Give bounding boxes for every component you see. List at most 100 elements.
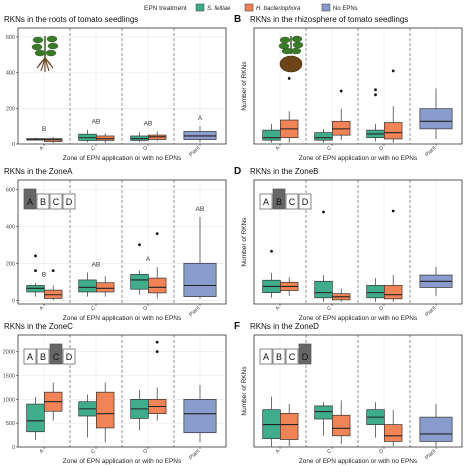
- significance-label: B: [42, 272, 46, 279]
- y-tick-label: 0: [12, 298, 15, 304]
- significance-label: AB: [92, 119, 101, 126]
- box-iqr: [332, 120, 351, 136]
- plot-border: [17, 179, 227, 305]
- outlier-point: [270, 249, 273, 253]
- x-tick-label: C: [326, 145, 333, 152]
- significance-label: AB: [196, 206, 205, 213]
- box-iqr: [78, 279, 97, 293]
- plot-border: [17, 27, 227, 145]
- panel-title: RKNs in the ZoneA: [4, 167, 73, 176]
- zone-box: [23, 348, 37, 365]
- x-tick-label: D: [142, 448, 149, 455]
- plot-border: [253, 27, 463, 145]
- legend-swatch: [321, 3, 331, 12]
- x-tick-label: Plant: [424, 145, 437, 158]
- y-tick-label: 200: [6, 261, 15, 267]
- seedling-soil-icon: [278, 35, 304, 73]
- x-axis-title: Zone of EPN application or with no EPNs: [63, 155, 182, 162]
- seedling-root: [38, 57, 46, 66]
- zone-box: [36, 193, 50, 210]
- box-iqr: [314, 405, 333, 420]
- legend-swatch: [244, 3, 254, 12]
- panel-title: RKNs in the roots of tomato seedlings: [4, 15, 138, 24]
- zone-box-label: C: [53, 352, 60, 362]
- outlier-point: [287, 77, 291, 80]
- y-tick-label: 1500: [3, 374, 15, 380]
- box-iqr: [314, 280, 333, 299]
- y-tick-label: 600: [6, 187, 15, 193]
- panel-title: RKNs in the ZoneD: [250, 322, 319, 331]
- x-tick-label: D: [378, 145, 385, 152]
- zone-box: [259, 193, 273, 210]
- box-iqr: [130, 274, 149, 290]
- x-tick-label: A: [39, 145, 46, 152]
- outlier-point: [34, 254, 37, 258]
- plot-border: [17, 334, 227, 448]
- zone-box: [259, 348, 273, 365]
- seedling-root: [40, 57, 46, 72]
- y-axis-title: Number of RKNs: [241, 217, 248, 267]
- box-iqr: [384, 122, 403, 140]
- significance-label: A: [146, 256, 151, 263]
- legend: EPN treatment S. feltiae H. bacteriophora N…: [144, 3, 358, 12]
- x-tick-label: D: [142, 305, 149, 312]
- box-iqr: [419, 416, 453, 442]
- chart-panel: 0 200 400 600 B AB AB A A C D Plant Zone of EPN appl…: [4, 15, 227, 162]
- seedling-leaf: [281, 47, 293, 55]
- y-tick-label: 500: [6, 421, 15, 427]
- x-tick-label: A: [275, 305, 282, 312]
- panel-title: RKNs in the ZoneB: [250, 167, 318, 176]
- legend-title: EPN treatment: [144, 5, 187, 12]
- zone-box: [298, 343, 312, 365]
- zone-box: [62, 348, 76, 365]
- zone-box: [285, 348, 299, 365]
- box-iqr: [183, 398, 217, 434]
- zone-box-label: C: [289, 352, 296, 362]
- y-tick-label: 400: [6, 71, 15, 77]
- zone-box-label: C: [53, 197, 60, 207]
- zone-box-label: A: [263, 197, 269, 207]
- x-tick-label: Plant: [424, 448, 437, 461]
- legend-swatch: [195, 3, 205, 12]
- outlier-point: [155, 340, 159, 344]
- seedling-leaf: [291, 35, 303, 43]
- x-tick-label: C: [326, 448, 333, 455]
- seedling-root: [44, 57, 52, 66]
- box-iqr: [419, 108, 453, 130]
- outlier-point: [391, 69, 395, 73]
- x-tick-label: A: [39, 448, 46, 455]
- zone-box: [285, 193, 299, 210]
- seedling-leaf: [292, 41, 304, 49]
- x-tick-label: C: [90, 448, 97, 455]
- panel-title: RKNs in the ZoneC: [4, 322, 73, 331]
- outlier-point: [34, 269, 37, 273]
- seedling-roots-icon: [31, 35, 59, 72]
- seedling-leaf: [47, 42, 59, 50]
- zone-box: [272, 348, 286, 365]
- legend-label: No EPNs: [333, 6, 358, 12]
- plot-border: [253, 334, 463, 448]
- box-iqr: [280, 413, 299, 440]
- box-iqr: [314, 132, 333, 141]
- x-tick-label: C: [326, 305, 333, 312]
- zone-box-label: B: [40, 352, 46, 362]
- x-axis-title: Zone of EPN application or with no EPNs: [299, 458, 418, 465]
- panel-letter: D: [234, 166, 241, 177]
- seedling-leaf: [34, 49, 46, 57]
- zone-box-label: A: [27, 197, 33, 207]
- zone-box: [298, 193, 312, 210]
- panel-letter: F: [234, 321, 240, 332]
- box-iqr: [26, 403, 45, 433]
- panel-title: RKNs in the rhizosphere of tomato seedli…: [250, 15, 408, 24]
- y-tick-label: 1000: [3, 397, 15, 403]
- x-axis-title: Zone of EPN application or with no EPNs: [63, 458, 182, 465]
- y-tick-label: 0: [12, 142, 15, 148]
- box-iqr: [148, 277, 167, 294]
- legend-label: S. feltiae: [207, 6, 231, 12]
- y-tick-label: 2000: [3, 350, 15, 356]
